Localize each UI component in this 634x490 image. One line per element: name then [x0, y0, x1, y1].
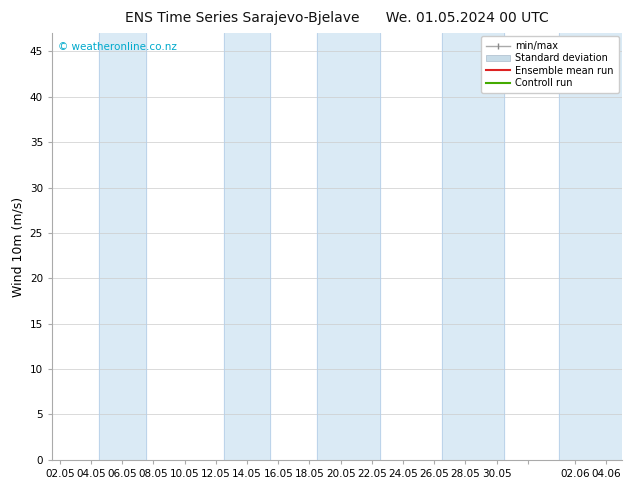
Legend: min/max, Standard deviation, Ensemble mean run, Controll run: min/max, Standard deviation, Ensemble me…: [481, 36, 619, 93]
Text: © weatheronline.co.nz: © weatheronline.co.nz: [58, 42, 176, 52]
Bar: [99, 33, 146, 460]
Title: ENS Time Series Sarajevo-Bjelave      We. 01.05.2024 00 UTC: ENS Time Series Sarajevo-Bjelave We. 01.…: [125, 11, 548, 25]
Bar: [317, 33, 380, 460]
Y-axis label: Wind 10m (m/s): Wind 10m (m/s): [11, 196, 24, 296]
Bar: [224, 33, 271, 460]
Bar: [442, 33, 505, 460]
Bar: [559, 33, 621, 460]
